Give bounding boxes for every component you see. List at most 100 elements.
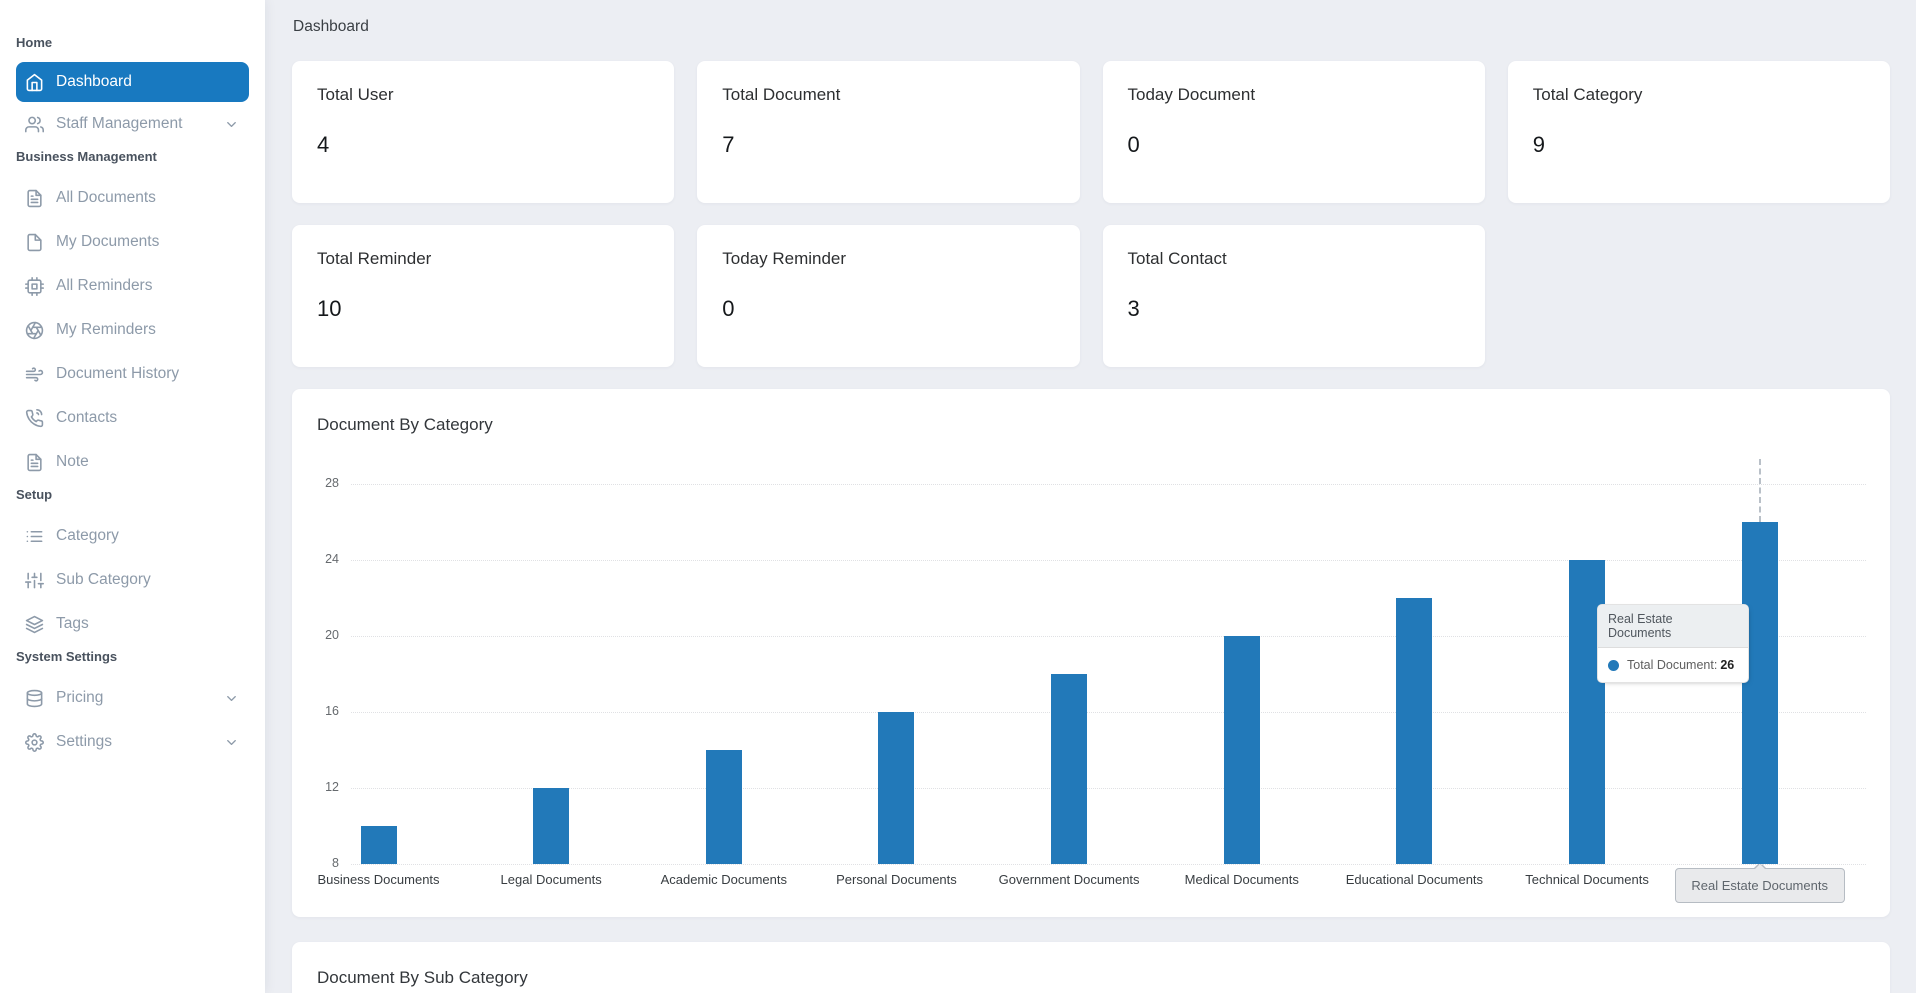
sidebar-item-all-documents[interactable]: All Documents xyxy=(0,176,265,220)
sidebar-item-category[interactable]: Category xyxy=(0,514,265,558)
sidebar-section: Home Dashboard Staff Management xyxy=(0,32,265,146)
stat-card-title: Total User xyxy=(317,85,394,104)
x-axis-label: Legal Documents xyxy=(500,872,602,887)
gridline-20 xyxy=(351,636,1866,637)
sidebar-item-sub-category[interactable]: Sub Category xyxy=(0,558,265,602)
bar-real-estate-documents[interactable] xyxy=(1741,522,1778,864)
chart-tooltip-body: Total Document: 26 xyxy=(1598,648,1748,682)
stat-card-value: 7 xyxy=(722,132,735,157)
x-axis-label: Government Documents xyxy=(998,872,1140,887)
chevron-down-icon xyxy=(227,739,236,745)
chart-title: Document By Category xyxy=(317,415,493,434)
sidebar-item-label: Document History xyxy=(56,365,180,382)
stat-card-total-contact: Total Contact 3 xyxy=(1102,225,1485,367)
sidebar-section-label: Home xyxy=(16,35,53,50)
bar-business-documents[interactable] xyxy=(360,826,397,864)
sidebar-item-label: Note xyxy=(56,453,89,470)
chevron-down-icon xyxy=(227,695,236,701)
document-by-subcategory-card: Document By Sub Category xyxy=(292,942,1890,993)
xaxis-hover-label: Real Estate Documents xyxy=(1674,862,1845,903)
sidebar-section-label: Business Management xyxy=(16,149,157,164)
stat-card-value: 10 xyxy=(317,296,342,321)
stat-card-title: Total Reminder xyxy=(317,249,432,268)
stat-card-total-user: Total User 4 xyxy=(292,61,675,203)
stat-cards-grid: Total User 4 Total Document 7 Today Document… xyxy=(292,61,1890,367)
sidebar-item-label: Tags xyxy=(56,615,89,632)
x-axis-label: Business Documents xyxy=(317,872,440,887)
page-title: Dashboard xyxy=(293,18,369,35)
sidebar-section-label: System Settings xyxy=(16,649,118,664)
subcategory-chart-title: Document By Sub Category xyxy=(317,968,528,987)
document-by-category-chart: Document By Category Real Estate Documen… xyxy=(292,389,1890,917)
bar-legal-documents[interactable] xyxy=(533,788,570,864)
sidebar-item-label: My Reminders xyxy=(56,321,156,338)
x-axis-label: Educational Documents xyxy=(1345,872,1484,887)
sidebar-item-my-reminders[interactable]: My Reminders xyxy=(0,308,265,352)
sliders-icon xyxy=(25,572,44,588)
stat-card-title: Total Contact xyxy=(1127,249,1227,268)
sidebar-item-label: Category xyxy=(56,527,119,544)
sidebar-item-tags[interactable]: Tags xyxy=(0,602,265,646)
sidebar-item-all-reminders[interactable]: All Reminders xyxy=(0,264,265,308)
x-axis-label: Technical Documents xyxy=(1525,872,1649,887)
sidebar: Home Dashboard Staff Management Business Ma… xyxy=(0,0,265,993)
sidebar-item-label: Contacts xyxy=(56,409,118,426)
stat-card-value: 0 xyxy=(1127,132,1140,157)
bar-medical-documents[interactable] xyxy=(1223,636,1260,864)
chevron-down-icon xyxy=(227,121,236,127)
wind-icon xyxy=(25,366,44,382)
stat-card-value: 0 xyxy=(722,296,735,321)
gridline-16 xyxy=(351,712,1866,713)
y-axis-label: 28 xyxy=(325,476,339,490)
sidebar-item-settings[interactable]: Settings xyxy=(0,720,265,764)
x-axis-label: Academic Documents xyxy=(660,872,788,887)
sidebar-item-label: My Documents xyxy=(56,233,160,250)
sidebar-section: Setup Category Sub Category Tags xyxy=(0,484,265,646)
gridline-12 xyxy=(351,788,1866,789)
sidebar-item-pricing[interactable]: Pricing xyxy=(0,676,265,720)
cpu-icon xyxy=(25,276,44,296)
chart-tooltip: Real Estate Documents Total Document: 26 xyxy=(1597,604,1749,683)
bar-personal-documents[interactable] xyxy=(878,712,915,864)
stat-card-today-document: Today Document 0 xyxy=(1102,61,1485,203)
bar-educational-documents[interactable] xyxy=(1396,598,1433,864)
sidebar-item-label: All Reminders xyxy=(56,277,153,294)
stat-card-title: Total Document xyxy=(722,85,841,104)
sidebar-item-dashboard[interactable]: Dashboard xyxy=(16,62,249,102)
bar-academic-documents[interactable] xyxy=(705,750,742,864)
chart-tooltip-text: Total Document: 26 xyxy=(1627,658,1735,672)
file-text-icon xyxy=(27,453,42,471)
sidebar-item-contacts[interactable]: Contacts xyxy=(0,396,265,440)
y-axis-label: 20 xyxy=(325,628,339,642)
bar-government-documents[interactable] xyxy=(1051,674,1088,864)
y-axis-label: 8 xyxy=(332,856,339,870)
y-axis-label: 24 xyxy=(325,552,339,566)
sidebar-item-label: Sub Category xyxy=(56,571,151,588)
stat-card-total-category: Total Category 9 xyxy=(1507,61,1890,203)
x-axis-label: Personal Documents xyxy=(836,872,957,887)
chart-tooltip-title: Real Estate Documents xyxy=(1598,605,1748,648)
stat-card-today-reminder: Today Reminder 0 xyxy=(697,225,1080,367)
gear-icon xyxy=(25,732,44,752)
gridline-28 xyxy=(351,484,1866,485)
y-axis-label: 12 xyxy=(325,780,339,794)
stat-card-value: 3 xyxy=(1127,296,1140,321)
phone-icon xyxy=(25,408,44,427)
sidebar-item-label: Pricing xyxy=(56,689,104,706)
sidebar-item-my-documents[interactable]: My Documents xyxy=(0,220,265,264)
stat-card-total-document: Total Document 7 xyxy=(697,61,1080,203)
sidebar-item-staff-management[interactable]: Staff Management xyxy=(0,102,265,146)
file-text-icon xyxy=(27,189,42,207)
stat-card-value: 9 xyxy=(1532,132,1545,157)
main-content: Dashboard Total User 4 Total Document 7 Toda… xyxy=(265,0,1916,993)
stat-card-total-reminder: Total Reminder 10 xyxy=(292,225,675,367)
sidebar-item-label: All Documents xyxy=(56,189,156,206)
stat-card-title: Today Document xyxy=(1127,85,1256,104)
x-axis-label: Medical Documents xyxy=(1184,872,1299,887)
sidebar-section: System Settings Pricing Settings xyxy=(0,646,265,764)
sidebar-item-label: Staff Management xyxy=(56,115,183,132)
sidebar-item-document-history[interactable]: Document History xyxy=(0,352,265,396)
sidebar-item-note[interactable]: Note xyxy=(0,440,265,484)
sidebar-item-label: Dashboard xyxy=(56,73,132,90)
stat-card-title: Today Reminder xyxy=(722,249,847,268)
